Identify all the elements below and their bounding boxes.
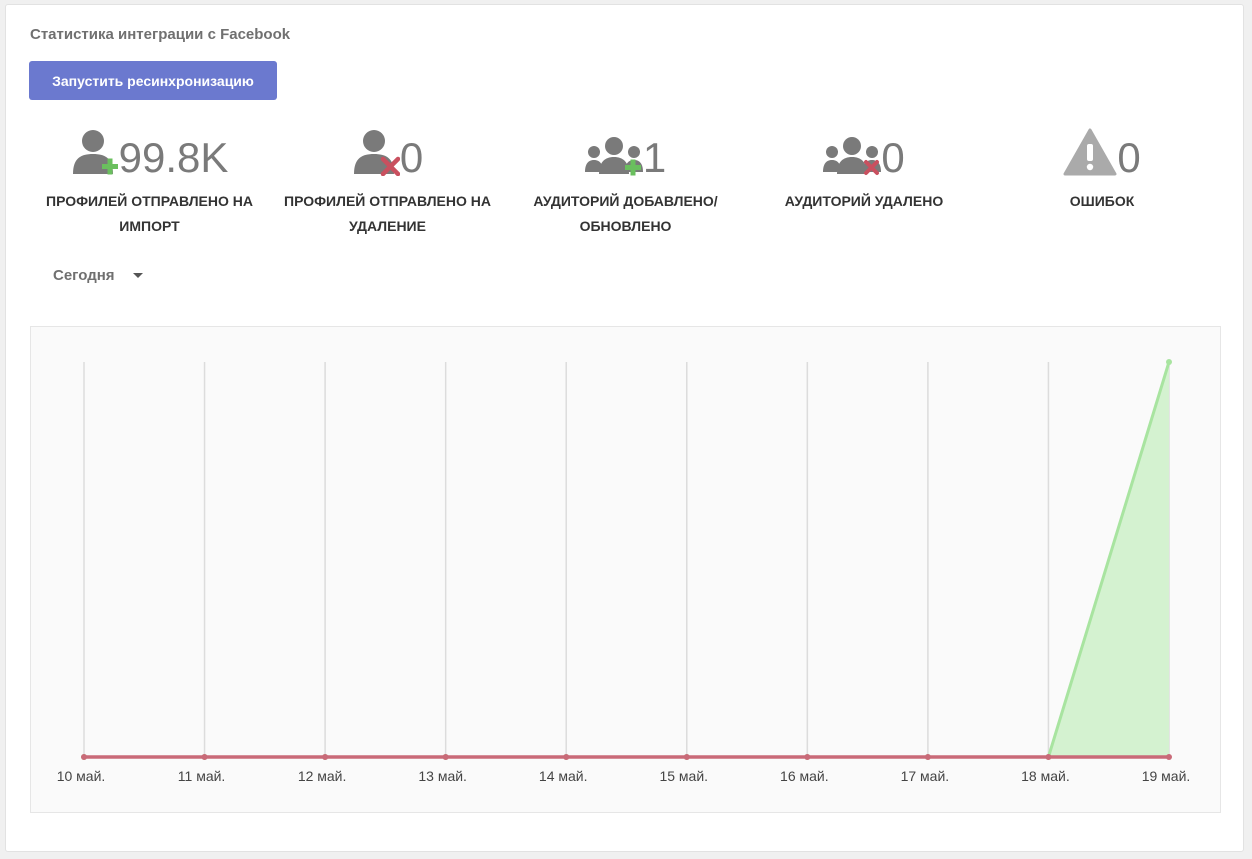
- x-tick-label: 19 май.: [1142, 768, 1191, 784]
- data-point: [442, 754, 449, 760]
- user-remove-icon: [352, 128, 401, 181]
- stat-audiences-deleted: 0 АУДИТОРИЙ УДАЛЕНО: [778, 131, 950, 214]
- data-point: [322, 754, 329, 760]
- stat-label: ПРОФИЛЕЙ ОТПРАВЛЕНО НА ИМПОРТ: [46, 193, 253, 234]
- stat-value: 99.8K: [118, 134, 229, 181]
- x-tick-label: 12 май.: [298, 768, 347, 784]
- stat-value: 0: [881, 134, 905, 181]
- activity-chart: 10 май. 11 май. 12 май. 13 май. 14 май. 15 ма…: [57, 359, 1191, 784]
- x-tick-label: 17 май.: [901, 768, 950, 784]
- x-tick-label: 11 май.: [178, 768, 226, 784]
- data-point: [201, 754, 208, 760]
- stat-value: 0: [399, 134, 424, 181]
- x-tick-label: 13 май.: [418, 768, 467, 784]
- data-point: [683, 754, 690, 760]
- page-title: Статистика интеграции с Facebook: [30, 26, 291, 43]
- audience-add-icon: [584, 136, 643, 181]
- data-point: [563, 754, 570, 760]
- data-point: [804, 754, 811, 760]
- stat-errors: 0 ОШИБОК: [1052, 128, 1152, 214]
- stat-audiences-added: 1 АУДИТОРИЙ ДОБАВЛЕНО/ ОБНОВЛЕНО: [531, 131, 720, 239]
- x-tick-label: 18 май.: [1021, 768, 1070, 784]
- stat-label: ПРОФИЛЕЙ ОТПРАВЛЕНО НА УДАЛЕНИЕ: [284, 193, 491, 234]
- stat-label: АУДИТОРИЙ УДАЛЕНО: [784, 193, 944, 209]
- data-point: [81, 754, 87, 760]
- stat-profiles-deleted: 0 ПРОФИЛЕЙ ОТПРАВЛЕНО НА УДАЛЕНИЕ: [283, 128, 492, 239]
- stat-label: ОШИБОК: [1069, 193, 1135, 209]
- stat-profiles-imported: 99.8K ПРОФИЛЕЙ ОТПРАВЛЕНО НА ИМПОРТ: [45, 128, 254, 239]
- audience-remove-icon: [823, 136, 882, 181]
- warning-icon: [1063, 128, 1117, 181]
- period-dropdown[interactable]: Сегодня: [53, 267, 143, 284]
- period-selected-label: Сегодня: [53, 267, 115, 284]
- resync-button[interactable]: Запустить ресинхронизацию: [29, 61, 277, 100]
- chart-area: 10 май. 11 май. 12 май. 13 май. 14 май. 15 ма…: [30, 326, 1221, 813]
- data-point: [1166, 754, 1172, 760]
- series-area: [84, 362, 1169, 757]
- stat-value: 1: [642, 134, 667, 181]
- data-point: [1166, 359, 1172, 365]
- integration-stats-card: Статистика интеграции с Facebook Запусти…: [5, 4, 1244, 852]
- data-point: [1045, 754, 1052, 760]
- x-tick-label: 15 май.: [659, 768, 708, 784]
- stat-label: АУДИТОРИЙ ДОБАВЛЕНО/ ОБНОВЛЕНО: [533, 193, 718, 234]
- series-line: [84, 361, 1171, 759]
- x-tick-label: 14 май.: [539, 768, 588, 784]
- caret-down-icon: [132, 273, 143, 278]
- data-point: [924, 754, 931, 760]
- x-tick-label: 16 май.: [780, 768, 829, 784]
- user-add-icon: [71, 128, 119, 181]
- x-tick-label: 10 май.: [57, 768, 106, 784]
- stat-value: 0: [1117, 134, 1141, 181]
